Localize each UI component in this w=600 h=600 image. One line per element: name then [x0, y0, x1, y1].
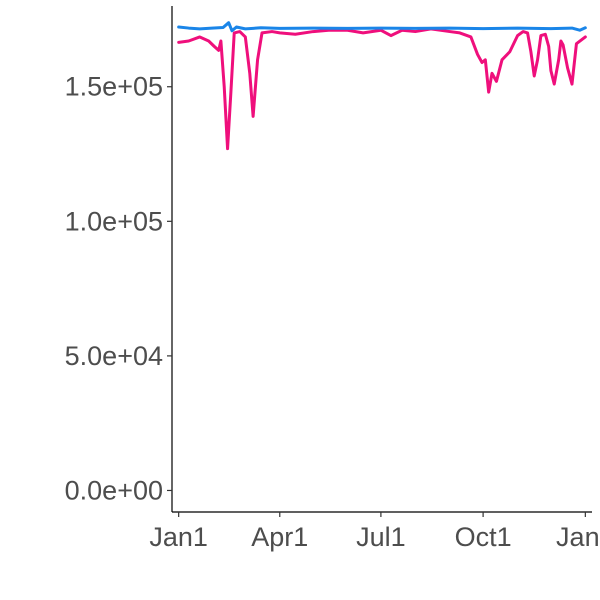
series-line-2	[179, 29, 586, 149]
x-tick-label: Jan1	[149, 522, 208, 552]
series-layer	[179, 23, 586, 149]
x-tick-label: Apr1	[251, 522, 308, 552]
y-axis-ticks: 0.0e+00 5.0e+04 1.0e+05 1.5e+05	[65, 72, 172, 506]
series-line-1	[179, 23, 586, 31]
y-tick-label: 1.5e+05	[65, 72, 163, 102]
axes	[172, 6, 592, 512]
x-tick-label: Jul1	[356, 522, 406, 552]
y-tick-label: 1.0e+05	[65, 206, 163, 236]
x-tick-label: Oct1	[455, 522, 512, 552]
y-tick-label: 0.0e+00	[65, 475, 163, 505]
x-tick-label: Jan1	[556, 522, 600, 552]
y-tick-label: 5.0e+04	[65, 341, 163, 371]
x-axis-ticks: Jan1 Apr1 Jul1 Oct1 Jan1	[149, 512, 600, 552]
